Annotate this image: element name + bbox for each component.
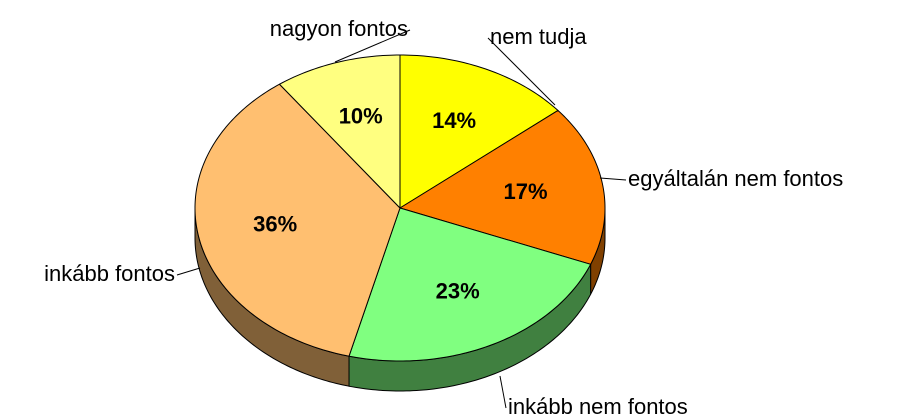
leader-line	[176, 267, 201, 276]
leader-line	[599, 177, 627, 181]
category-label: inkább nem fontos	[508, 394, 688, 419]
pie-slice	[399, 54, 559, 209]
pie-slice	[348, 207, 592, 362]
pie-slice	[278, 54, 401, 210]
data-label: 14%	[432, 108, 476, 133]
leader-line	[334, 29, 411, 63]
category-label: egyáltalán nem fontos	[628, 166, 843, 191]
category-label: nem tudja	[490, 24, 587, 49]
leader-line	[499, 375, 507, 409]
data-label: 10%	[339, 104, 383, 129]
category-label: nagyon fontos	[270, 16, 408, 41]
data-label: 17%	[504, 179, 548, 204]
leader-line	[487, 37, 556, 106]
pie-slice	[194, 83, 401, 357]
data-label: 36%	[253, 212, 297, 237]
pie-slice	[398, 109, 606, 265]
category-label: inkább fontos	[44, 261, 175, 286]
data-label: 23%	[436, 278, 480, 303]
